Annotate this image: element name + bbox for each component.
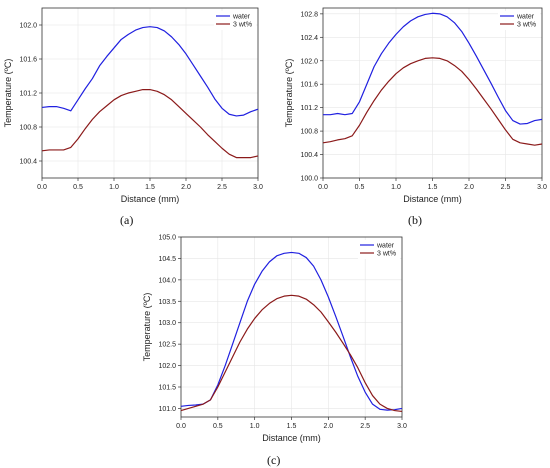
y-tick-label: 102.4 — [300, 35, 318, 42]
x-tick-label: 3.0 — [397, 423, 407, 430]
y-tick-label: 102.5 — [158, 342, 176, 349]
y-tick-label: 102.8 — [300, 11, 318, 18]
x-tick-label: 1.5 — [145, 184, 155, 191]
series-line-water — [323, 12, 543, 125]
y-tick-label: 103.0 — [158, 320, 176, 327]
x-tick-label: 0.5 — [73, 184, 83, 191]
y-axis-label: Temperature (ºC) — [284, 59, 294, 128]
plot-frame — [41, 7, 259, 179]
y-tick-label: 105.0 — [158, 235, 176, 242]
legend-label: water — [232, 14, 251, 21]
y-tick-label: 102.0 — [19, 23, 37, 30]
y-tick-label: 100.8 — [300, 129, 318, 136]
caption-a: (a) — [120, 213, 134, 227]
y-tick-label: 101.6 — [300, 82, 318, 89]
x-tick-label: 2.0 — [464, 184, 474, 191]
x-tick-label: 0.5 — [355, 184, 365, 191]
y-tick-label: 101.5 — [158, 385, 176, 392]
x-axis-label: Distance (mm) — [262, 433, 321, 443]
chart-b: 0.0 0.5 1.0 1.5 2.0 2.5 3.0 100.0 100.4 100.8 101.… — [284, 7, 547, 204]
y-tick-label: 103.5 — [158, 299, 176, 306]
y-tick-label: 100.8 — [19, 125, 37, 132]
chart-c: 0.0 0.5 1.0 1.5 2.0 2.5 3.0 101.0 101.5 102.0 102.… — [142, 235, 407, 444]
legend-label: 3 wt% — [517, 22, 536, 29]
chart-a: 0.0 0.5 1.0 1.5 2.0 2.5 3.0 100.4 100.8 101.2 101.… — [3, 7, 263, 204]
x-tick-label: 0.5 — [213, 423, 223, 430]
x-tick-label: 0.0 — [37, 184, 47, 191]
x-axis-label: Distance (mm) — [121, 194, 180, 204]
y-tick-label: 102.0 — [158, 363, 176, 370]
y-tick-label: 101.6 — [19, 57, 37, 64]
x-tick-label: 2.5 — [360, 423, 370, 430]
legend-label: 3 wt% — [377, 251, 396, 258]
y-axis-label: Temperature (ºC) — [3, 59, 13, 128]
y-tick-label: 100.0 — [300, 176, 318, 183]
y-tick-label: 102.0 — [300, 58, 318, 65]
series-line-water — [180, 251, 403, 411]
x-tick-label: 3.0 — [537, 184, 547, 191]
x-tick-label: 2.5 — [217, 184, 227, 191]
caption-b: (b) — [408, 213, 422, 227]
x-tick-label: 1.5 — [287, 423, 297, 430]
y-tick-label: 101.2 — [300, 105, 318, 112]
legend-label: water — [376, 243, 395, 250]
x-tick-label: 3.0 — [253, 184, 263, 191]
plot-frame — [322, 7, 543, 179]
y-tick-label: 104.0 — [158, 277, 176, 284]
caption-c: (c) — [267, 453, 281, 467]
plot-frame — [180, 236, 403, 418]
y-tick-label: 101.0 — [158, 406, 176, 413]
series-line-3wt — [322, 57, 543, 146]
x-tick-label: 1.0 — [250, 423, 260, 430]
x-tick-label: 0.0 — [176, 423, 186, 430]
x-tick-label: 1.0 — [109, 184, 119, 191]
x-axis-label: Distance (mm) — [403, 194, 462, 204]
series-line-3wt — [180, 294, 403, 413]
legend-label: 3 wt% — [233, 22, 252, 29]
x-tick-label: 0.0 — [318, 184, 328, 191]
x-tick-label: 2.0 — [323, 423, 333, 430]
y-tick-label: 104.5 — [158, 256, 176, 263]
x-tick-label: 2.5 — [501, 184, 511, 191]
legend-label: water — [516, 14, 535, 21]
series-line-3wt — [41, 89, 259, 159]
x-tick-label: 1.0 — [391, 184, 401, 191]
y-axis-label: Temperature (ºC) — [142, 293, 152, 362]
y-tick-label: 101.2 — [19, 91, 37, 98]
y-tick-label: 100.4 — [300, 152, 318, 159]
y-tick-label: 100.4 — [19, 159, 37, 166]
x-tick-label: 2.0 — [181, 184, 191, 191]
x-tick-label: 1.5 — [428, 184, 438, 191]
series-line-water — [41, 26, 259, 117]
